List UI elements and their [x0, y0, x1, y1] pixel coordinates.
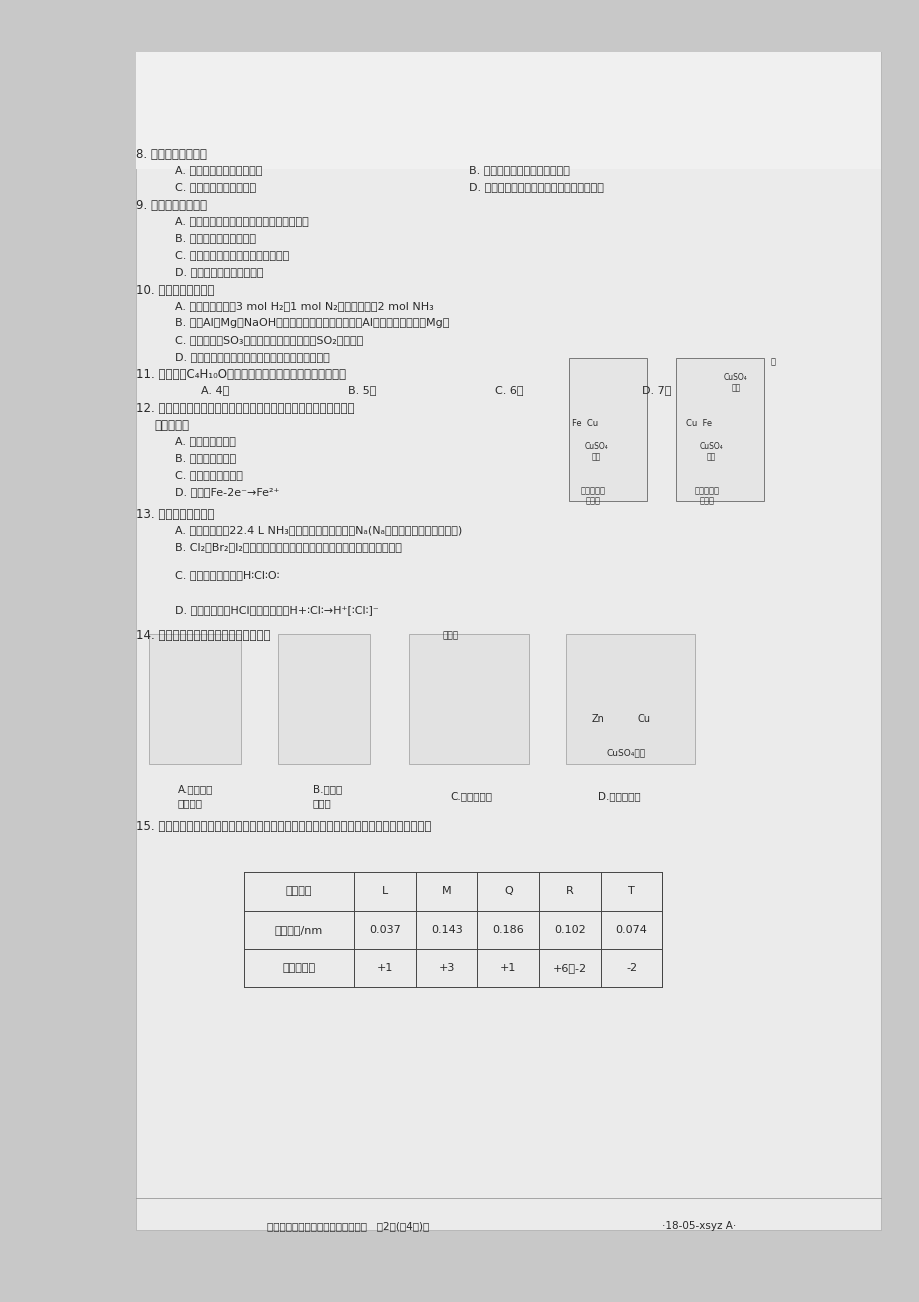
Text: Q: Q: [504, 887, 512, 897]
Text: 中正确的是: 中正确的是: [154, 419, 189, 432]
Text: 12. 某同学用如图所示实验来探究构成原电池的一般条件，下列说法: 12. 某同学用如图所示实验来探究构成原电池的一般条件，下列说法: [136, 402, 355, 415]
Text: C. 工业上合成SO₃时可加入过量空气以提高SO₂的转化率: C. 工业上合成SO₃时可加入过量空气以提高SO₂的转化率: [175, 335, 363, 345]
Text: B.制取乙: B.制取乙: [312, 784, 342, 794]
Bar: [149, 634, 241, 764]
Bar: [568, 358, 646, 501]
Text: 原子半径/nm: 原子半径/nm: [275, 924, 323, 935]
Text: 来: 来: [769, 358, 775, 366]
Text: C.石油的分馏: C.石油的分馏: [450, 792, 493, 802]
Text: D. 生物质能是不可再生能源: D. 生物质能是不可再生能源: [175, 267, 263, 277]
Text: D. 正戊烷、异戊烷、新戊烷的沸点逐渐降低: D. 正戊烷、异戊烷、新戊烷的沸点逐渐降低: [469, 182, 604, 193]
Text: R: R: [565, 887, 573, 897]
Text: 0.143: 0.143: [430, 924, 462, 935]
Text: 0.186: 0.186: [492, 924, 524, 935]
Text: D. 用电子式表示HCl的形成过程：H+∶Cl∶→H⁺[∶Cl∶]⁻: D. 用电子式表示HCl的形成过程：H+∶Cl∶→H⁺[∶Cl∶]⁻: [175, 605, 378, 616]
Text: 13. 下列叙述正确的是: 13. 下列叙述正确的是: [136, 508, 214, 521]
Text: D. 冰箱保存的食品不易变质，与化学反应速率无关: D. 冰箱保存的食品不易变质，与化学反应速率无关: [175, 352, 329, 362]
Text: B. 5种: B. 5种: [347, 385, 376, 396]
Text: Zn: Zn: [591, 713, 604, 724]
Text: CuSO₄
溶液: CuSO₄ 溶液: [723, 374, 747, 392]
Text: 乙酸分离: 乙酸分离: [177, 798, 202, 809]
Text: CuSO₄溶液: CuSO₄溶液: [606, 749, 644, 758]
Text: 0.074: 0.074: [615, 924, 647, 935]
Text: +3: +3: [438, 962, 454, 973]
Text: C. 次氯酸的电子式：H∶Cl∶O∶: C. 次氯酸的电子式：H∶Cl∶O∶: [175, 570, 279, 581]
Text: C. 右瓶中铁棒为正极: C. 右瓶中铁棒为正极: [175, 470, 243, 480]
Text: 温度计: 温度计: [442, 631, 459, 641]
Text: M: M: [441, 887, 451, 897]
Bar: [136, 52, 880, 169]
Text: 【沂水一中高一年级阶段检测卷化学   第2页(共4页)】: 【沂水一中高一年级阶段检测卷化学 第2页(共4页)】: [267, 1221, 428, 1232]
Text: B. 淀粉和纤维素互为同分异构体: B. 淀粉和纤维素互为同分异构体: [469, 165, 570, 176]
Text: +6，-2: +6，-2: [552, 962, 586, 973]
Text: C. 绿色新能源是目前能源的主要形态: C. 绿色新能源是目前能源的主要形态: [175, 250, 289, 260]
Text: D.形成原电池: D.形成原电池: [597, 792, 640, 802]
Text: A.将乙醇和: A.将乙醇和: [177, 784, 212, 794]
Text: CuSO₄
溶液: CuSO₄ 溶液: [698, 443, 722, 461]
Text: 14. 下列装置或操作不能达到实验目的是: 14. 下列装置或操作不能达到实验目的是: [136, 629, 270, 642]
Text: 8. 下列说法正确的是: 8. 下列说法正确的是: [136, 148, 207, 161]
Text: D. 左瓶：Fe-2e⁻→Fe²⁺: D. 左瓶：Fe-2e⁻→Fe²⁺: [175, 487, 278, 497]
Text: C. 6种: C. 6种: [494, 385, 523, 396]
Text: 主要化合价: 主要化合价: [282, 962, 315, 973]
Text: A. 4种: A. 4种: [200, 385, 229, 396]
Text: 酸乙酯: 酸乙酯: [312, 798, 331, 809]
Text: B. 利用Al、Mg、NaOH溶液、导线及电流计等可证明Al的金属活动性大于Mg的: B. 利用Al、Mg、NaOH溶液、导线及电流计等可证明Al的金属活动性大于Mg…: [175, 318, 448, 328]
Text: D. 7种: D. 7种: [641, 385, 671, 396]
Text: Cu: Cu: [637, 713, 650, 724]
Text: 11. 分子式为C₄H₁₀O且能与金属钠反应放出氢气的有机物有: 11. 分子式为C₄H₁₀O且能与金属钠反应放出氢气的有机物有: [136, 368, 346, 381]
Text: L: L: [381, 887, 388, 897]
Text: A. 在合成塔中加入3 mol H₂与1 mol N₂反应即可得到2 mol NH₃: A. 在合成塔中加入3 mol H₂与1 mol N₂反应即可得到2 mol N…: [175, 301, 433, 311]
Text: ·18-05-xsyz A·: ·18-05-xsyz A·: [662, 1221, 736, 1232]
Text: A. 左瓶的灯泡发光: A. 左瓶的灯泡发光: [175, 436, 235, 447]
Text: 0.102: 0.102: [553, 924, 585, 935]
Text: B. 化合反应都是放热反应: B. 化合反应都是放热反应: [175, 233, 255, 243]
Text: A. 甲烷和环己烷均属于烷烃: A. 甲烷和环己烷均属于烷烃: [175, 165, 262, 176]
Bar: [136, 52, 880, 1230]
Text: C. 油脂不能发生水解反应: C. 油脂不能发生水解反应: [175, 182, 255, 193]
Text: 0.037: 0.037: [369, 924, 401, 935]
Bar: [675, 358, 763, 501]
Text: 15. 下表是部分短周期元素的原子半径及主要化合价，根据表中信息，判断下列叙述正确的是: 15. 下表是部分短周期元素的原子半径及主要化合价，根据表中信息，判断下列叙述正…: [136, 820, 431, 833]
Text: A. 标准状况下，22.4 L NH₃中含有共价键的数目为Nₐ(Nₐ为阿伏加德罗常数的数值): A. 标准状况下，22.4 L NH₃中含有共价键的数目为Nₐ(Nₐ为阿伏加德罗…: [175, 525, 461, 535]
Text: Cu  Fe: Cu Fe: [686, 419, 711, 427]
Text: B. Cl₂、Br₂、I₂的沸点逐渐升高，是因为它们分子间的作用力越来越大: B. Cl₂、Br₂、I₂的沸点逐渐升高，是因为它们分子间的作用力越来越大: [175, 542, 402, 552]
Text: -2: -2: [625, 962, 637, 973]
Text: CuSO₄
溶液: CuSO₄ 溶液: [584, 443, 607, 461]
Text: Fe  Cu: Fe Cu: [572, 419, 597, 427]
Text: B. 右瓶的铜棒变粗: B. 右瓶的铜棒变粗: [175, 453, 235, 464]
Bar: [565, 634, 694, 764]
Bar: [278, 634, 369, 764]
Text: +1: +1: [500, 962, 516, 973]
Text: A. 化学反应一定伴随着物质变化和能量变化: A. 化学反应一定伴随着物质变化和能量变化: [175, 216, 308, 227]
Text: 9. 下列说法正确的是: 9. 下列说法正确的是: [136, 199, 207, 212]
Text: 正放盐水瓶
（左）: 正放盐水瓶 （左）: [580, 487, 606, 505]
Text: 元素代号: 元素代号: [286, 887, 312, 897]
Text: 倒放盐水瓶
（右）: 倒放盐水瓶 （右）: [694, 487, 720, 505]
Bar: [409, 634, 528, 764]
Text: T: T: [628, 887, 634, 897]
Text: +1: +1: [377, 962, 392, 973]
Text: 10. 下列说法正确的是: 10. 下列说法正确的是: [136, 284, 214, 297]
